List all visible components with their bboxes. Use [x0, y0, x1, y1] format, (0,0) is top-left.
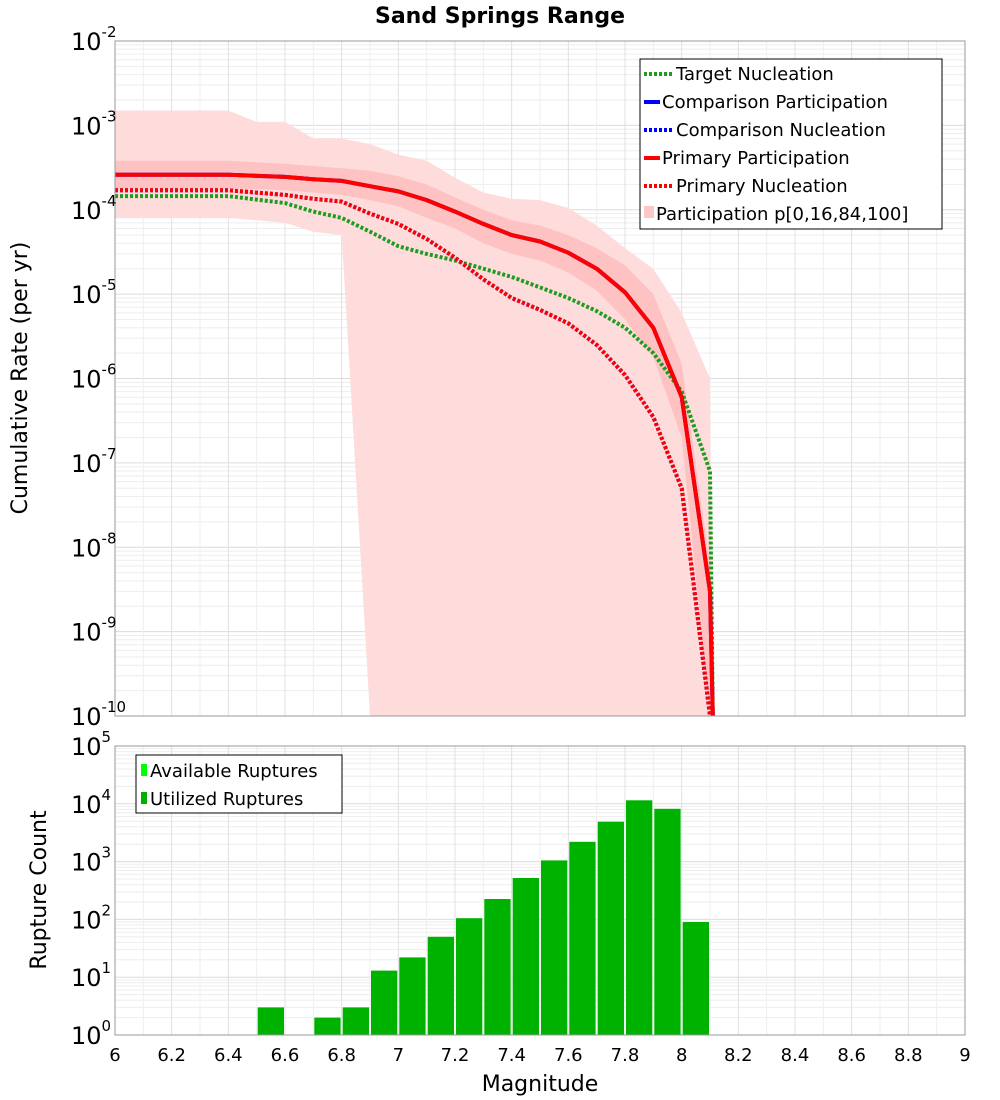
y-tick-label: 10-6: [71, 361, 117, 394]
bar: [427, 936, 454, 1035]
top-legend: Target Nucleation Comparison Participati…: [639, 58, 943, 230]
bar: [314, 1017, 341, 1035]
x-tick-label: 8.4: [781, 1045, 810, 1066]
top-legend-box: [639, 58, 943, 230]
rate-lines: [115, 172, 715, 717]
y-tick-label: 10-8: [71, 529, 117, 562]
x-tick-label: 6: [109, 1045, 120, 1066]
rupture-bars: [257, 800, 709, 1035]
legend-label-comparison-participation: Comparison Participation: [662, 92, 888, 113]
chart-title: Sand Springs Range: [375, 4, 625, 29]
y-tick-label: 10-3: [71, 107, 117, 140]
legend-label-comparison-nucleation: Comparison Nucleation: [676, 120, 886, 141]
bar: [257, 1007, 284, 1035]
bar: [597, 821, 624, 1035]
bar: [569, 841, 596, 1035]
y-tick-label: 10-9: [71, 614, 117, 647]
bar: [512, 878, 539, 1035]
bar: [456, 918, 483, 1035]
series-primary-nucleation: [115, 188, 712, 717]
top-y-axis-label: Cumulative Rate (per yr): [8, 242, 33, 515]
bar: [342, 1007, 369, 1035]
top-plot-frame: [114, 40, 966, 717]
bar: [399, 957, 426, 1035]
y-tick-label: 10-10: [71, 698, 126, 731]
x-tick-label: 6.8: [327, 1045, 356, 1066]
cumulative-rate-panel: 10-10 10-9 10-8 10-7 10-6 10-5 10-4 10-3 10-2 Cu…: [8, 23, 966, 731]
legend-swatch-participation-range: [644, 206, 654, 218]
y-tick-label: 10-4: [71, 192, 117, 225]
bar: [682, 922, 709, 1035]
bar: [371, 970, 398, 1035]
bottom-y-ticks: 100 101 102 103 104 105: [71, 728, 111, 1050]
bottom-legend: Available Ruptures Utilized Ruptures: [135, 754, 343, 814]
x-tick-label: 8.2: [724, 1045, 753, 1066]
x-tick-label: 7: [393, 1045, 404, 1066]
top-y-ticks: 10-10 10-9 10-8 10-7 10-6 10-5 10-4 10-3 10-2: [71, 23, 126, 731]
legend-label-utilized-ruptures: Utilized Ruptures: [150, 789, 303, 810]
bottom-y-axis-label: Rupture Count: [27, 810, 52, 970]
x-tick-label: 8.8: [894, 1045, 923, 1066]
legend-label-primary-participation: Primary Participation: [662, 148, 850, 169]
x-tick-label: 7.2: [441, 1045, 470, 1066]
x-tick-label: 6.2: [157, 1045, 186, 1066]
y-tick-label: 102: [71, 901, 111, 934]
x-tick-label: 9: [959, 1045, 970, 1066]
bar: [541, 860, 568, 1035]
rupture-count-panel: 100 101 102 103 104 105 6 6.2 6.4 6.6 6.8 7 7.2 7.4 7…: [27, 728, 971, 1097]
bar: [654, 808, 681, 1035]
bottom-plot-frame: [114, 745, 966, 1036]
legend-label-available-ruptures: Available Ruptures: [150, 761, 318, 782]
bottom-x-ticks: 6 6.2 6.4 6.6 6.8 7 7.2 7.4 7.6 7.8 8 8.2 8.4 8.6 8.8 9: [109, 1045, 970, 1066]
x-tick-label: 6.4: [214, 1045, 243, 1066]
participation-bands: [115, 110, 713, 717]
bar: [626, 800, 653, 1035]
legend-swatch-utilized-ruptures: [141, 792, 147, 804]
y-tick-label: 100: [71, 1017, 111, 1050]
y-tick-label: 105: [71, 728, 111, 761]
series-target-nucleation: [115, 194, 715, 717]
legend-label-participation-range: Participation p[0,16,84,100]: [656, 204, 908, 225]
x-tick-label: 8.6: [837, 1045, 866, 1066]
x-tick-label: 7.4: [497, 1045, 526, 1066]
series-primary-participation: [115, 172, 715, 717]
bottom-legend-box: [135, 754, 343, 814]
y-tick-label: 101: [71, 959, 111, 992]
legend-label-target-nucleation: Target Nucleation: [675, 64, 834, 85]
x-axis-label: Magnitude: [482, 1072, 599, 1097]
y-tick-label: 10-5: [71, 276, 117, 309]
x-tick-label: 7.8: [611, 1045, 640, 1066]
y-tick-label: 10-2: [71, 23, 117, 56]
y-tick-label: 103: [71, 844, 111, 877]
x-tick-label: 6.6: [271, 1045, 300, 1066]
legend-label-primary-nucleation: Primary Nucleation: [676, 176, 848, 197]
legend-swatch-available-ruptures: [141, 764, 147, 776]
x-tick-label: 7.6: [554, 1045, 583, 1066]
y-tick-label: 104: [71, 786, 111, 819]
y-tick-label: 10-7: [71, 445, 117, 478]
bar: [484, 899, 511, 1035]
x-tick-label: 8: [676, 1045, 687, 1066]
